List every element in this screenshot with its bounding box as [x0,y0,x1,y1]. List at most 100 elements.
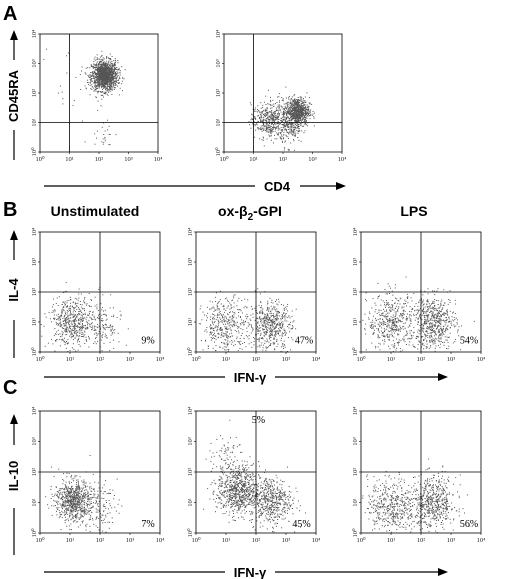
event-dot [98,313,100,315]
event-dot [108,66,110,68]
event-dot [106,82,108,84]
event-dot [257,120,259,122]
event-dot [73,310,75,311]
event-dot [48,312,50,314]
event-dot [261,309,263,311]
event-dot [298,126,300,127]
event-dot [230,330,232,332]
event-dot [104,63,106,65]
event-dot [273,114,274,116]
event-dot [217,323,219,325]
event-dot [250,319,252,321]
event-dot [108,125,110,127]
event-dot [230,311,231,313]
event-dot [262,344,264,346]
event-dot [296,106,298,108]
event-dot [105,79,107,81]
event-dot [257,321,259,323]
event-dot [282,111,284,113]
event-dot [62,307,64,309]
event-dot [306,104,308,106]
event-dot [297,126,299,128]
event-dot [302,99,304,101]
event-dot [297,105,299,107]
event-dot [114,65,116,67]
event-dot [100,94,102,96]
event-dot [213,322,215,324]
event-dot [405,318,407,320]
event-dot [261,342,263,344]
event-dot [66,331,68,333]
event-dot [304,110,306,112]
event-dot [88,77,90,78]
event-dot [304,111,306,113]
event-dot [85,73,87,75]
event-dot [266,309,268,311]
event-dot [251,327,253,329]
event-dot [375,317,376,319]
event-dot [104,80,106,82]
event-dot [90,305,92,307]
event-dot [285,313,287,314]
event-dot [105,315,107,317]
event-dot [280,133,282,135]
event-dot [102,81,104,83]
event-dot [282,141,283,143]
event-dot [228,320,230,322]
event-dot [53,335,55,337]
event-dot [305,102,307,104]
event-dot [56,314,58,316]
event-dot [104,69,106,71]
event-dot [293,100,295,102]
event-dot [406,318,408,320]
event-dot [74,306,76,308]
event-dot [231,320,233,322]
event-dot [70,328,71,329]
event-dot [257,333,259,334]
event-dot [116,80,118,82]
event-dot [115,68,117,69]
event-dot [104,65,106,67]
event-dot [101,65,103,67]
event-dot [102,331,104,333]
event-dot [81,325,83,327]
event-dot [308,102,310,104]
event-dot [271,322,273,324]
event-dot [296,102,298,103]
event-dot [71,332,73,334]
event-dot [127,328,129,330]
event-dot [266,329,268,331]
event-dot [78,323,80,325]
event-dot [102,334,104,336]
event-dot [78,293,80,295]
event-dot [108,327,110,329]
event-dot [103,86,105,88]
event-dot [220,329,222,331]
event-dot [68,307,70,309]
event-dot [64,328,66,330]
event-dot [394,343,396,345]
event-dot [278,104,280,106]
event-dot [86,327,88,329]
event-dot [96,333,98,335]
event-dot [267,117,269,118]
event-dot [63,316,65,318]
event-dot [55,340,57,342]
event-dot [103,75,104,77]
event-dot [437,326,439,328]
event-dot [266,111,268,113]
event-dot [273,306,275,308]
event-dot [94,76,96,78]
event-dot [280,323,281,325]
event-dot [296,129,298,131]
event-dot [98,58,100,60]
event-dot [100,67,102,69]
event-dot [425,330,427,332]
event-dot [89,94,91,96]
event-dot [298,119,300,121]
event-dot [94,74,96,76]
event-dot [246,316,248,318]
event-dot [218,308,220,309]
event-dot [245,315,247,317]
event-dot [210,339,212,341]
